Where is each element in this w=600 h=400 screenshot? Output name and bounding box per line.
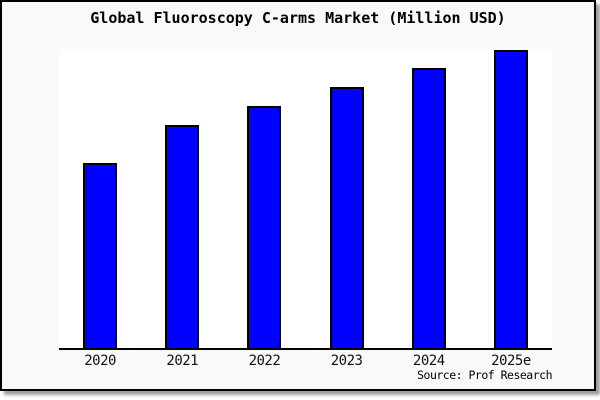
bar-2023 (329, 86, 364, 348)
x-axis-label-2025e: 2025e (491, 353, 531, 369)
bar-2022 (247, 106, 282, 348)
bar-slot-2023 (306, 49, 388, 348)
bar-slot-2022 (223, 49, 305, 348)
bar-slot-2025e (470, 49, 552, 348)
x-axis-label-2021: 2021 (166, 353, 199, 369)
chart-title: Global Fluoroscopy C-arms Market (Millio… (90, 9, 506, 27)
x-axis-labels: 2020 2021 2022 2023 2024 2025e (59, 353, 552, 369)
x-axis-label-2023: 2023 (330, 353, 363, 369)
plot-area (59, 49, 552, 350)
bar-slot-2021 (141, 49, 223, 348)
bar-slot-2024 (388, 49, 470, 348)
bar-2025e (493, 49, 528, 348)
chart-card: Global Fluoroscopy C-arms Market (Millio… (0, 0, 596, 391)
bar-slot-2020 (59, 49, 141, 348)
bar-2021 (165, 124, 200, 348)
x-axis-label-2022: 2022 (248, 353, 281, 369)
x-axis-label-2020: 2020 (84, 353, 116, 369)
bar-2020 (83, 162, 118, 348)
x-axis-label-2024: 2024 (412, 353, 445, 369)
bar-2024 (411, 68, 446, 348)
source-credit: Source: Prof Research (417, 368, 552, 382)
